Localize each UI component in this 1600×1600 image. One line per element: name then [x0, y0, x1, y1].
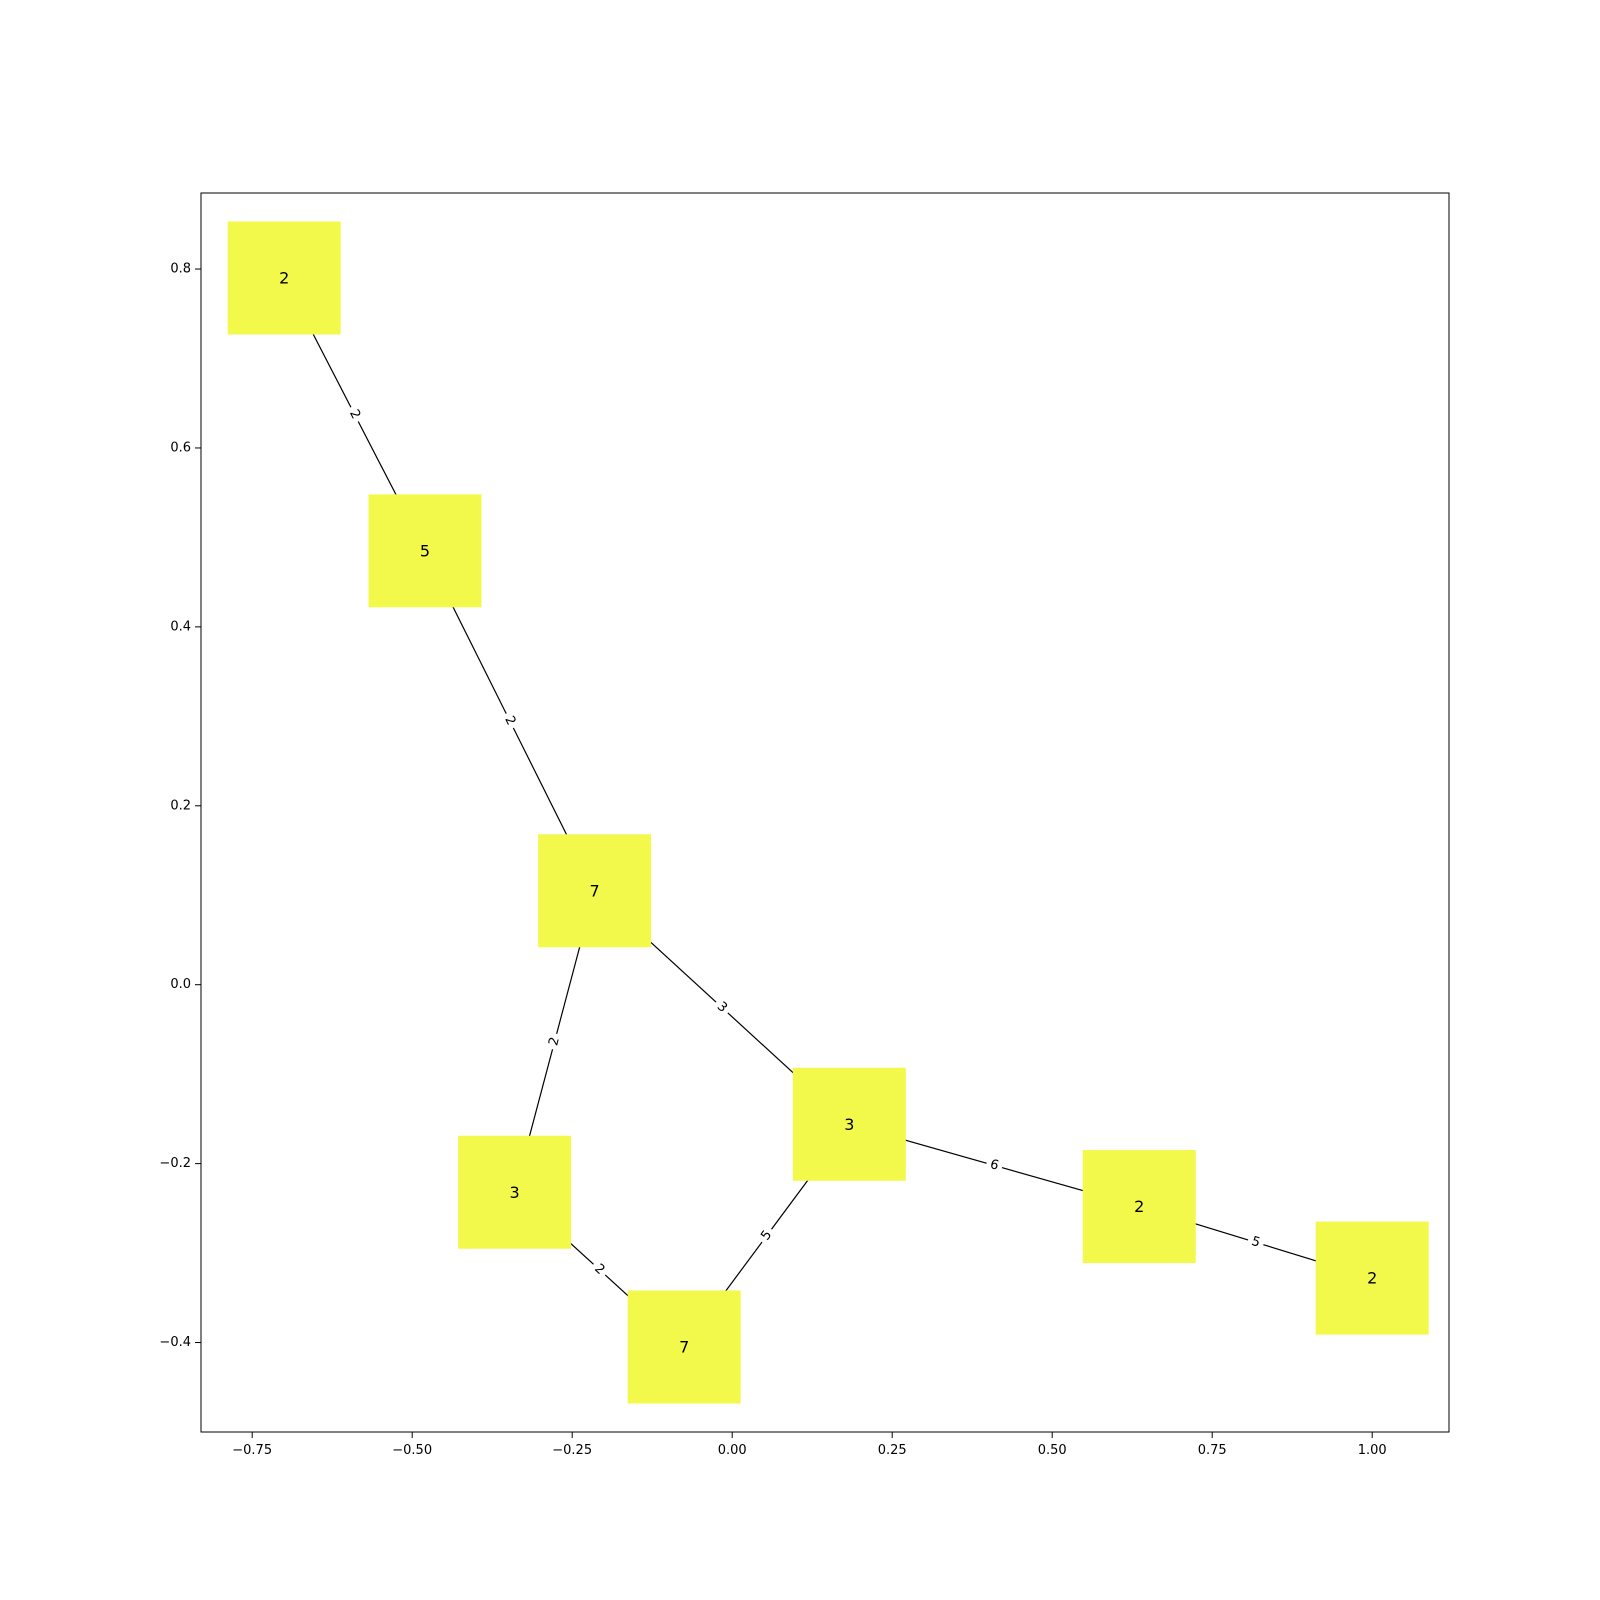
edge-weight-label: 5 [754, 1223, 779, 1248]
node-label: 3 [844, 1115, 854, 1134]
node-square [227, 221, 341, 335]
y-tick-label: 0.8 [170, 262, 191, 277]
node-n4: 3 [458, 1135, 572, 1249]
node-n3: 7 [538, 834, 652, 948]
y-tick-label: 0.0 [170, 977, 191, 992]
x-tick-label: 0.00 [718, 1443, 747, 1458]
node-label: 5 [420, 541, 430, 560]
x-tick-label: 0.25 [878, 1443, 907, 1458]
ticks-layer: −0.75 −0.50 −0.25 0.00 0.25 0.50 0.75 1.00−0.4−… [159, 262, 1386, 1458]
edge-weight-label: 3 [709, 995, 734, 1020]
x-tick-label: 0.75 [1198, 1443, 1227, 1458]
edge-label-background [498, 709, 522, 732]
edge-label-background [984, 1154, 1005, 1177]
edge-label-background [754, 1223, 779, 1248]
x-tick-label: −0.75 [232, 1443, 272, 1458]
node-label: 7 [590, 881, 600, 900]
y-tick-label: −0.2 [159, 1156, 191, 1171]
edge-label-background [709, 995, 734, 1020]
nodes-layer: 2 5 7 3 7 3 2 2 [227, 221, 1429, 1404]
node-square [1082, 1150, 1196, 1264]
node-label: 7 [679, 1338, 689, 1357]
node-n8: 2 [1315, 1221, 1429, 1335]
edge-weight-label: 2 [543, 1031, 566, 1052]
node-n6: 3 [792, 1067, 906, 1181]
axes-frame [200, 192, 1450, 1433]
node-square [792, 1067, 906, 1181]
edge-label-background [587, 1257, 612, 1282]
x-tick-label: 1.00 [1358, 1443, 1387, 1458]
node-square [368, 494, 482, 608]
node-n5: 7 [627, 1290, 741, 1404]
node-label: 2 [1367, 1269, 1377, 1288]
node-square [458, 1135, 572, 1249]
edge-label-background [342, 403, 367, 426]
edge-weight-label: 2 [498, 709, 522, 732]
node-n1: 2 [227, 221, 341, 335]
node-n2: 5 [368, 494, 482, 608]
node-label: 2 [1134, 1197, 1144, 1216]
node-n7: 2 [1082, 1150, 1196, 1264]
edge-label-background [1245, 1231, 1267, 1254]
node-square [538, 834, 652, 948]
edge-weight-text: 6 [988, 1157, 1000, 1174]
edge-weight-label: 2 [587, 1257, 612, 1282]
node-square [627, 1290, 741, 1404]
y-tick-label: −0.4 [159, 1335, 191, 1350]
edge-weight-label: 5 [1245, 1231, 1267, 1254]
node-label: 2 [279, 268, 289, 287]
edge-weight-text: 2 [546, 1036, 563, 1048]
x-tick-label: −0.50 [392, 1443, 432, 1458]
y-tick-label: 0.4 [170, 619, 191, 634]
edge-weight-label: 2 [342, 403, 367, 426]
edge-weight-label: 6 [984, 1154, 1005, 1177]
node-square [1315, 1221, 1429, 1335]
node-label: 3 [510, 1183, 520, 1202]
y-tick-label: 0.6 [170, 440, 191, 455]
edge-label-background [543, 1031, 566, 1052]
x-tick-label: 0.50 [1038, 1443, 1067, 1458]
edge-labels-layer: 2 2 2 3 2 5 6 5 [342, 403, 1267, 1282]
x-tick-label: −0.25 [552, 1443, 592, 1458]
y-tick-label: 0.2 [170, 798, 191, 813]
